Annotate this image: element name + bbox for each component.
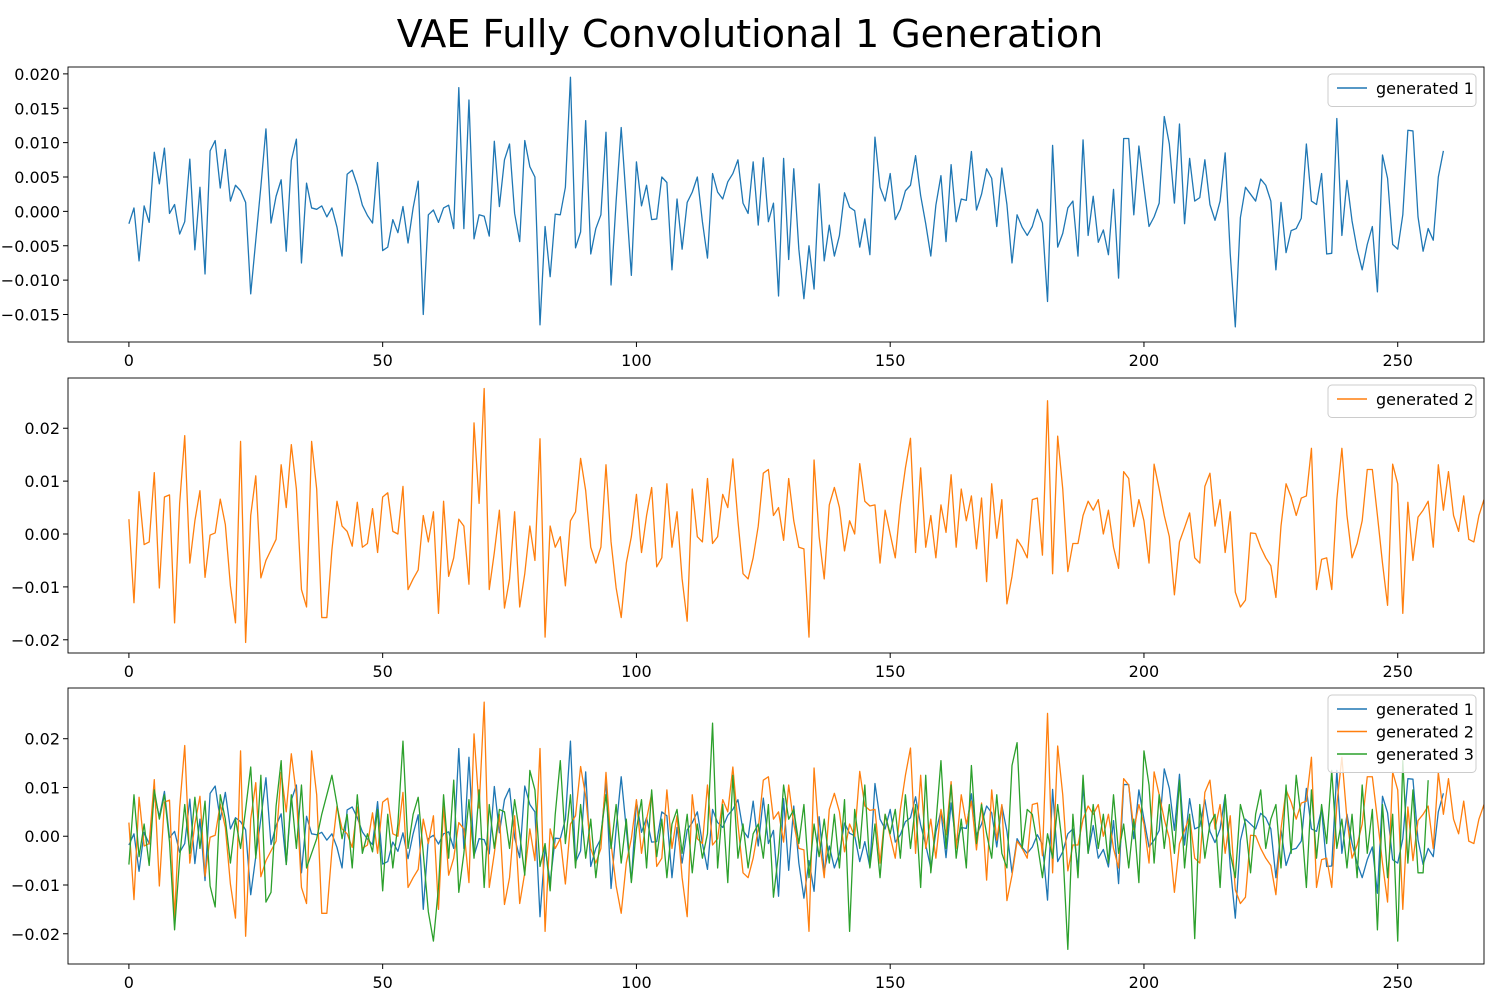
y-tick-label: 0.000 — [14, 202, 60, 221]
x-tick-label: 250 — [1382, 973, 1413, 992]
y-tick-label: 0.02 — [24, 730, 60, 749]
y-tick-label: −0.02 — [11, 631, 60, 650]
legend: generated 2 — [1327, 384, 1477, 418]
legend-label: generated 1 — [1376, 700, 1474, 719]
y-tick-label: −0.01 — [11, 578, 60, 597]
x-tick-label: 0 — [124, 662, 134, 681]
x-tick-label: 150 — [875, 351, 906, 370]
chart-panel-2: 0 50 100 150 200 250 −0.02 −0.01 0.00 0.01 0.02 gen… — [11, 377, 1485, 681]
x-tick-label: 50 — [372, 351, 392, 370]
x-tick-label: 150 — [875, 662, 906, 681]
y-tick-label: 0.00 — [24, 827, 60, 846]
series-line-generated-2 — [128, 387, 1484, 644]
legend-box — [1327, 694, 1477, 773]
x-tick-label: 250 — [1382, 351, 1413, 370]
y-tick-label: 0.00 — [24, 525, 60, 544]
y-tick-label: −0.005 — [1, 237, 60, 256]
x-tick-label: 200 — [1129, 973, 1160, 992]
axes-frame — [67, 377, 1485, 654]
axes-frame — [67, 66, 1485, 343]
y-tick-label: 0.005 — [14, 168, 60, 187]
x-tick-label: 150 — [875, 973, 906, 992]
legend-label: generated 2 — [1376, 390, 1474, 409]
y-tick-label: −0.015 — [1, 306, 60, 325]
legend-label: generated 1 — [1376, 79, 1474, 98]
legend-box — [1327, 384, 1477, 418]
x-tick-label: 0 — [124, 973, 134, 992]
x-tick-label: 0 — [124, 351, 134, 370]
legend-box — [1327, 73, 1477, 107]
x-tick-label: 50 — [372, 662, 392, 681]
y-tick-label: 0.020 — [14, 65, 60, 84]
y-tick-label: 0.02 — [24, 419, 60, 438]
x-tick-label: 50 — [372, 973, 392, 992]
x-tick-label: 100 — [621, 351, 652, 370]
chart-panel-1: 0 50 100 150 200 250 −0.015 −0.010 −0.005 0.000 0.… — [1, 65, 1485, 370]
legend-label: generated 2 — [1376, 723, 1474, 742]
y-tick-label: 0.01 — [24, 472, 60, 491]
x-tick-label: 250 — [1382, 662, 1413, 681]
y-tick-label: −0.02 — [11, 925, 60, 944]
series-line-generated-3 — [128, 722, 1429, 951]
legend-label: generated 3 — [1376, 745, 1474, 764]
y-tick-label: 0.01 — [24, 778, 60, 797]
x-tick-label: 200 — [1129, 351, 1160, 370]
y-tick-label: 0.010 — [14, 134, 60, 153]
figure-title: VAE Fully Convolutional 1 Generation — [396, 12, 1104, 56]
y-tick-label: −0.01 — [11, 876, 60, 895]
axes-frame — [67, 687, 1485, 965]
chart-panel-3: 0 50 100 150 200 250 −0.02 −0.01 0.00 0.01 0.02 gen… — [11, 687, 1485, 992]
x-tick-label: 100 — [621, 662, 652, 681]
x-tick-label: 200 — [1129, 662, 1160, 681]
legend: generated 1 — [1327, 73, 1477, 107]
y-tick-label: 0.015 — [14, 99, 60, 118]
legend: generated 1 generated 2 generated 3 — [1327, 694, 1477, 773]
series-line-generated-2 — [128, 701, 1484, 937]
y-tick-label: −0.010 — [1, 271, 60, 290]
x-tick-label: 100 — [621, 973, 652, 992]
series-line-generated-1 — [128, 76, 1445, 328]
